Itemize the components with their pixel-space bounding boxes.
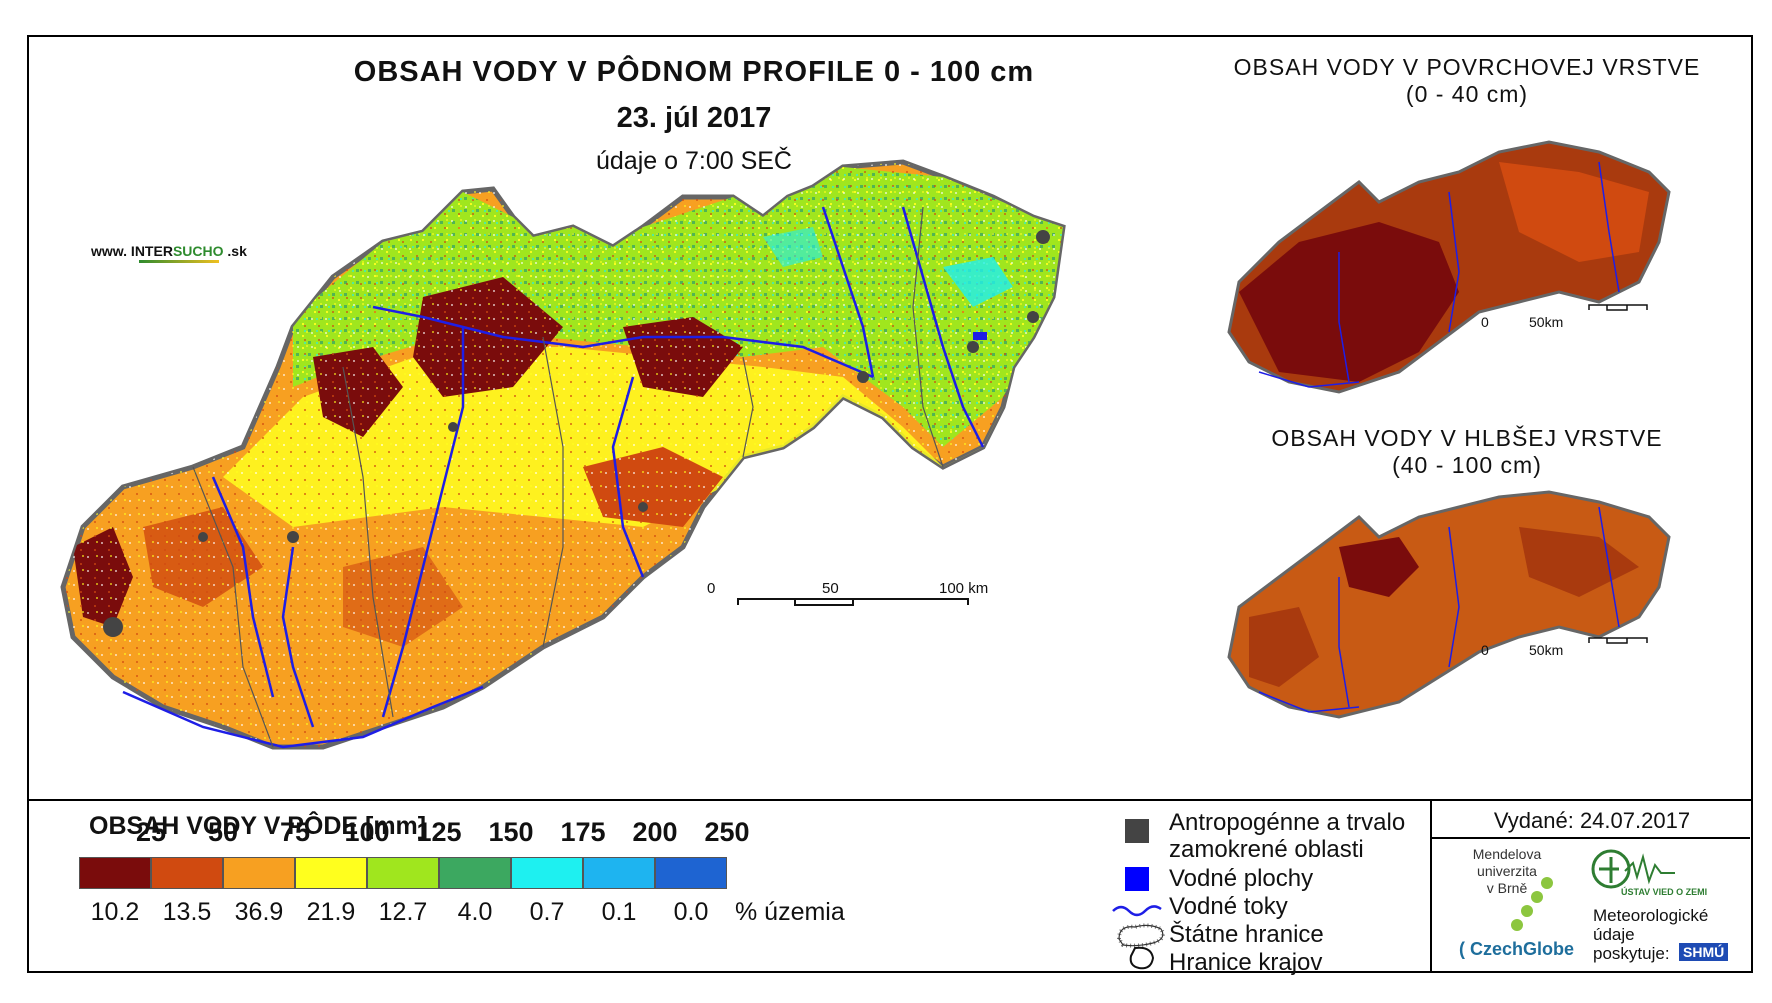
legend-divider xyxy=(29,799,1751,801)
legend-threshold-175: 175 xyxy=(560,817,606,847)
water-flows-label: Vodné toky xyxy=(1169,893,1288,920)
inset-deep-layer-map xyxy=(1227,490,1671,719)
meteo-provider-label: Meteorologické údaje poskytuje: xyxy=(1593,906,1709,963)
legend-percent-1: 13.5 xyxy=(162,898,212,926)
map-sheet: OBSAH VODY V PÔDNOM PROFILE 0 - 100 cm 2… xyxy=(27,35,1753,976)
inset-surface-layer-map xyxy=(1227,140,1671,394)
legend-threshold-125: 125 xyxy=(416,817,462,847)
czechglobe-logo: ( CzechGlobe xyxy=(1459,939,1575,959)
legend-title: OBSAH VODY V PÔDE [mm] xyxy=(89,812,427,840)
inset-top-scale-50: 50km xyxy=(1529,314,1564,330)
shmu-logo: SHMÚ xyxy=(1679,943,1729,961)
rivers xyxy=(122,206,985,749)
legend-percent-0: 10.2 xyxy=(90,898,140,926)
legend-swatch-7 xyxy=(583,857,655,889)
anthropogenic-areas xyxy=(103,230,1050,637)
state-border-label: Štátne hranice xyxy=(1169,921,1324,948)
inset-top-title: OBSAH VODY V POVRCHOVEJ VRSTVE (0 - 40 c… xyxy=(1233,54,1701,107)
legend-threshold-50: 50 xyxy=(207,817,239,847)
legend-swatch-6 xyxy=(511,857,583,889)
legend-threshold-250: 250 xyxy=(704,817,750,847)
legend-percent-8: 0.0 xyxy=(673,898,709,926)
issued-date: Vydané: 24.07.2017 xyxy=(1493,808,1691,833)
anthropogenic-label-1: Antropogénne a trvalo xyxy=(1169,809,1406,836)
date-title: 23. júl 2017 xyxy=(616,102,772,134)
legend-swatch-0 xyxy=(79,857,151,889)
water-flow-symbol xyxy=(1112,905,1162,917)
region-border-label: Hranice krajov xyxy=(1169,949,1323,976)
legend-percent-5: 4.0 xyxy=(457,898,493,926)
water-areas-label: Vodné plochy xyxy=(1169,865,1314,892)
intersucho-logo: www. INTERSUCHO .sk xyxy=(91,243,247,263)
inset-bottom-scale-0: 0 xyxy=(1481,642,1489,658)
legend-threshold-150: 150 xyxy=(488,817,534,847)
legend-swatch-3 xyxy=(295,857,367,889)
scale-tick-50: 50 xyxy=(822,580,839,597)
inset-bottom-scale-50: 50km xyxy=(1529,642,1564,658)
scale-bar xyxy=(737,598,969,606)
legend-percent-3: 21.9 xyxy=(306,898,356,926)
legend-swatch-4 xyxy=(367,857,439,889)
percent-label: % územia xyxy=(735,898,845,926)
main-soil-water-map xyxy=(60,159,1066,750)
legend-swatch-5 xyxy=(439,857,511,889)
legend-swatch-1 xyxy=(151,857,223,889)
water-body xyxy=(973,332,987,340)
legend-percent-4: 12.7 xyxy=(378,898,428,926)
legend-threshold-75: 75 xyxy=(279,817,311,847)
issued-divider xyxy=(1430,837,1750,839)
logo-underline xyxy=(139,260,219,263)
ustav-vied-logo-icon xyxy=(1591,849,1675,889)
legend-threshold-200: 200 xyxy=(632,817,678,847)
region-borders xyxy=(192,206,944,748)
legend-percent-7: 0.1 xyxy=(601,898,637,926)
anthropogenic-swatch xyxy=(1125,819,1149,843)
scale-tick-100: 100 km xyxy=(939,580,989,597)
legend-percent-2: 36.9 xyxy=(234,898,284,926)
state-border-symbol xyxy=(1116,923,1165,948)
water-area-swatch xyxy=(1125,867,1149,891)
inset-top-scale-0: 0 xyxy=(1481,314,1489,330)
inset-bottom-country xyxy=(1227,490,1671,719)
main-title: OBSAH VODY V PÔDNOM PROFILE 0 - 100 cm xyxy=(353,56,1035,88)
time-subtitle: údaje o 7:00 SEČ xyxy=(596,147,792,175)
region-border-symbol xyxy=(1129,946,1155,970)
legend-threshold-100: 100 xyxy=(344,817,390,847)
legend-threshold-25: 25 xyxy=(135,817,167,847)
logos-divider xyxy=(1430,801,1432,973)
mendelu-dots-icon xyxy=(1511,877,1553,931)
anthropogenic-label-2: zamokrené oblasti xyxy=(1169,836,1364,863)
legend-swatch-2 xyxy=(223,857,295,889)
mendelu-logo: Mendelova univerzita v Brně xyxy=(1472,846,1542,896)
scale-tick-0: 0 xyxy=(707,580,716,597)
legend-swatch-8 xyxy=(655,857,727,889)
ustav-vied-label: ÚSTAV VIED O ZEMI xyxy=(1621,887,1708,897)
legend-percent-6: 0.7 xyxy=(529,898,565,926)
inset-bottom-title: OBSAH VODY V HLBŠEJ VRSTVE (40 - 100 cm) xyxy=(1271,425,1663,478)
